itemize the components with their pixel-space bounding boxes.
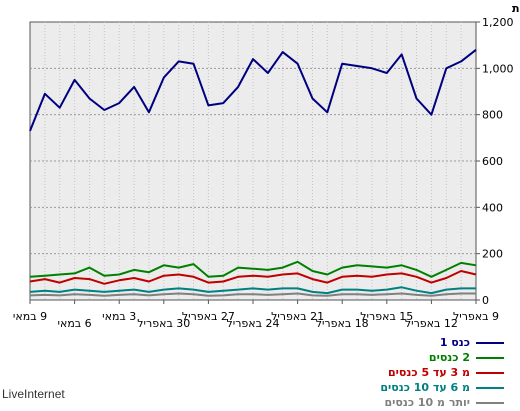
x-tick-label: 12 באפריל xyxy=(405,317,458,330)
y-tick-label: 1,200 xyxy=(482,16,514,29)
series-line xyxy=(29,260,477,278)
legend-swatch xyxy=(476,372,504,374)
series-line xyxy=(29,270,477,285)
legend-label: יותר מ 10 כנסים xyxy=(384,396,470,409)
legend-swatch xyxy=(476,357,504,359)
x-tick-label: 9 במאי xyxy=(13,310,47,323)
x-tick-label: 18 באפריל xyxy=(316,317,369,330)
legend-swatch xyxy=(476,342,504,344)
legend-swatch xyxy=(476,402,504,404)
grid-lines xyxy=(30,22,476,300)
brand-footer: LiveInternet xyxy=(2,387,65,401)
y-tick-label: 200 xyxy=(482,248,503,261)
legend-item: מ 3 עד 5 כנסים xyxy=(370,366,510,380)
x-tick-label: 3 במאי xyxy=(102,310,136,323)
legend-item: מ 6 עד 10 כנסים xyxy=(370,381,510,395)
y-axis-label: כמות xyxy=(512,2,520,15)
x-tick-label: 6 במאי xyxy=(58,317,92,330)
legend-item: יותר מ 10 כנסים xyxy=(370,396,510,410)
x-tick-label: 15 באפריל xyxy=(360,310,413,323)
y-axis: 0 200 400 600 800 1,000 1,200 xyxy=(476,16,514,307)
legend-label: מ 6 עד 10 כנסים xyxy=(380,381,470,394)
x-tick-label: 21 באפריל xyxy=(271,310,324,323)
legend-label: מ 3 עד 5 כנסים xyxy=(388,366,470,379)
x-tick-label: 30 באפריל xyxy=(137,317,190,330)
x-tick-label: 24 באפריל xyxy=(227,317,280,330)
series-line xyxy=(29,49,477,132)
legend-item: כנס 1 xyxy=(370,336,510,350)
series-lines xyxy=(29,49,477,297)
series-line xyxy=(29,286,476,295)
legend-label: 2 כנסים xyxy=(428,351,470,364)
series-line xyxy=(29,292,476,297)
chart-legend: כנס 1 2 כנסים מ 3 עד 5 כנסים מ 6 עד 10 כנסי… xyxy=(370,336,510,411)
legend-swatch xyxy=(476,387,504,389)
y-tick-label: 800 xyxy=(482,109,503,122)
x-tick-label: 27 באפריל xyxy=(182,310,235,323)
y-tick-label: 600 xyxy=(482,155,503,168)
y-tick-label: 0 xyxy=(482,294,489,307)
y-tick-label: 1,000 xyxy=(482,62,514,75)
legend-label: כנס 1 xyxy=(439,336,470,349)
y-tick-label: 400 xyxy=(482,201,503,214)
legend-item: 2 כנסים xyxy=(370,351,510,365)
x-tick-label: 9 באפריל xyxy=(453,310,499,323)
